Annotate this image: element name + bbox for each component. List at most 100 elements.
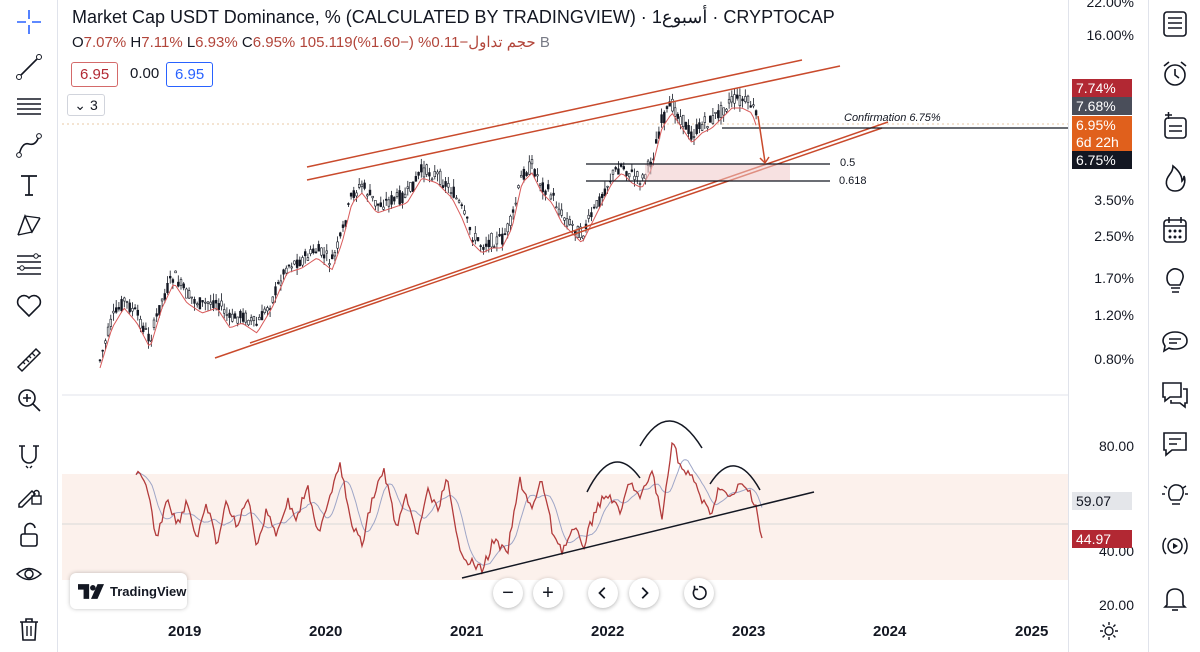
zoom-in-icon[interactable] [9, 380, 49, 420]
path-tool-icon[interactable] [9, 125, 49, 165]
candle-body [638, 183, 642, 185]
fib-0618-label: 0.618 [839, 175, 867, 187]
unlock-icon[interactable] [9, 515, 49, 555]
candle-body [341, 224, 345, 228]
candle-body [136, 309, 140, 316]
candle-body [438, 170, 442, 185]
candle-body [185, 288, 188, 299]
candle-body [398, 190, 401, 205]
candle-body [133, 307, 137, 310]
trend-line-icon[interactable] [9, 47, 49, 87]
buy-price-box[interactable]: 6.95 [166, 62, 214, 87]
candle-body [247, 319, 250, 326]
watchlist-icon[interactable] [1155, 4, 1195, 44]
zoom-in-button[interactable]: + [533, 578, 563, 608]
add-note-icon[interactable] [1155, 106, 1195, 146]
crosshair-icon[interactable] [9, 2, 49, 42]
sell-price-box[interactable]: 6.95 [71, 62, 119, 87]
price-tick: 22.00% [1086, 0, 1134, 10]
pattern-tool-icon[interactable] [9, 205, 49, 245]
chart-canvas[interactable] [62, 0, 1068, 652]
candle-body [425, 164, 428, 175]
collapse-indicators-button[interactable]: ⌄ 3 [67, 94, 105, 116]
candle-body [722, 107, 725, 116]
chat-icon[interactable] [1155, 424, 1195, 464]
candle-body [336, 241, 339, 249]
candle-body [360, 183, 364, 188]
candle-body [179, 279, 183, 286]
candle-body [406, 186, 409, 189]
candle-body [250, 317, 253, 322]
zoom-out-button[interactable]: − [493, 578, 523, 608]
candle-body [293, 260, 296, 265]
calendar-icon[interactable] [1155, 210, 1195, 250]
symbol-title[interactable]: Market Cap USDT Dominance, % (CALCULATED… [72, 7, 835, 27]
alarm-clock-icon[interactable] [1155, 54, 1195, 94]
projection-arrow [757, 115, 766, 163]
tradingview-logo[interactable]: TradingView [70, 573, 187, 609]
candle-body [98, 359, 102, 362]
candle-body [260, 311, 264, 321]
candle-body [706, 126, 709, 129]
chevron-right-icon [641, 587, 649, 599]
trash-icon[interactable] [9, 609, 49, 649]
x-tick-2021: 2021 [450, 623, 484, 640]
cloud-outline [210, 100, 862, 382]
open-label: O [72, 34, 84, 51]
chevron-left-icon [598, 587, 606, 599]
broadcast-play-icon[interactable] [1155, 526, 1195, 566]
magnet-icon[interactable] [9, 436, 49, 476]
settings-gear-icon[interactable] [1099, 621, 1119, 641]
candle-body [487, 239, 490, 248]
chart-pane[interactable] [62, 0, 1068, 652]
idea-bulb-icon[interactable] [1155, 260, 1195, 300]
candle-body [592, 206, 596, 209]
price-scale[interactable]: 22.00% 16.00% 3.50% 2.50% 1.70% 1.20% 0.… [1068, 0, 1146, 652]
signal-value-tag: 59.07 [1072, 492, 1132, 510]
currency-label: B [539, 34, 550, 51]
eye-icon[interactable] [9, 554, 49, 594]
candle-body [752, 104, 755, 107]
chat-bubbles-icon[interactable] [1155, 322, 1195, 362]
horizontal-lines-icon[interactable] [9, 86, 49, 126]
candle-body [217, 303, 220, 310]
candle-body [582, 235, 585, 240]
candle-body [568, 219, 571, 225]
fib-zone [645, 164, 790, 181]
candle-body [482, 246, 485, 250]
reset-chart-button[interactable] [684, 578, 714, 608]
candle-body [741, 98, 744, 102]
candle-body [501, 233, 504, 245]
candle-body [263, 308, 266, 313]
candle-body [123, 297, 126, 302]
candle-body [754, 110, 758, 116]
ruler-icon[interactable] [9, 340, 49, 380]
fib-tool-icon[interactable] [9, 245, 49, 285]
candle-body [463, 210, 466, 215]
lock-drawings-pencil-icon[interactable] [9, 475, 49, 515]
candle-body [663, 111, 666, 124]
messages-icon[interactable] [1155, 374, 1195, 414]
candle-body [668, 101, 671, 107]
scroll-right-button[interactable] [629, 578, 659, 608]
candle-body [630, 169, 634, 172]
candle-body [447, 183, 450, 188]
text-tool-icon[interactable] [9, 165, 49, 205]
candle-body [182, 283, 185, 289]
candle-body [546, 184, 550, 190]
candle-body [692, 136, 696, 138]
notifications-bell-icon[interactable] [1155, 578, 1195, 618]
streams-icon[interactable] [1155, 474, 1195, 514]
candle-body [339, 232, 342, 237]
bar-countdown-tag: 6d 22h [1072, 133, 1132, 151]
heart-icon[interactable] [9, 285, 49, 325]
scroll-left-button[interactable] [588, 578, 618, 608]
candle-body [120, 299, 123, 312]
candle-body [330, 254, 334, 260]
fire-icon[interactable] [1155, 158, 1195, 198]
candle-body [201, 300, 204, 303]
candle-body [560, 209, 563, 216]
candle-body [698, 122, 701, 130]
candle-body [309, 249, 312, 255]
candle-body [671, 98, 674, 112]
